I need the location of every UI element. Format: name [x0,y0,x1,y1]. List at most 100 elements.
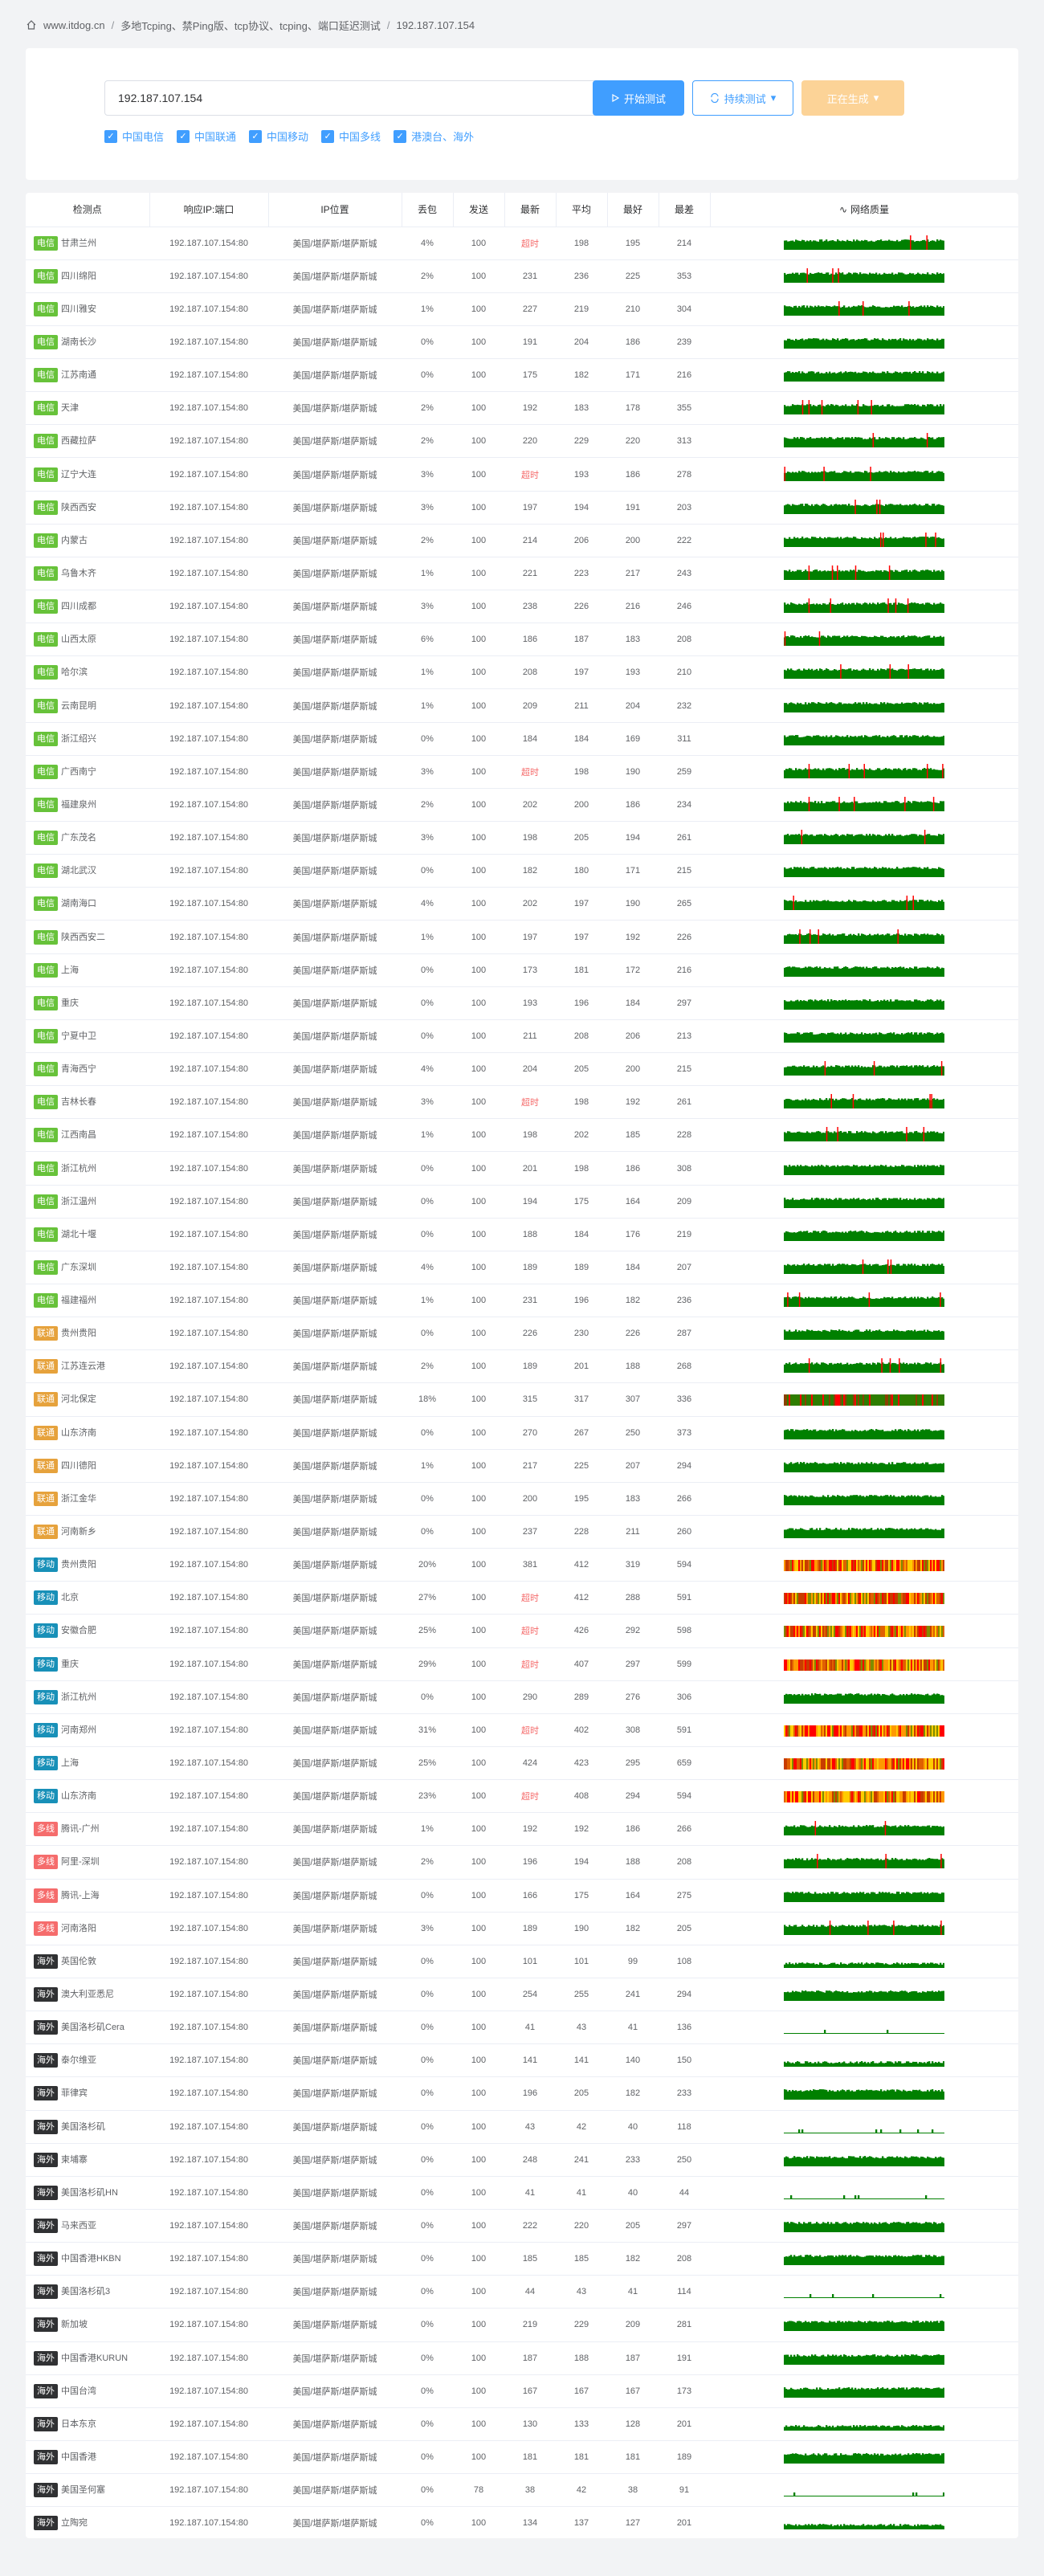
quality-sample-bar [840,1099,842,1109]
start-test-button[interactable]: 开始测试 [593,80,684,116]
packet-loss-marker [818,929,819,944]
network-quality-sparkline [784,532,944,547]
quality-sample-bar [893,869,895,878]
quality-sample-bar [858,1065,860,1076]
quality-sample-bar [818,271,820,283]
quality-sample-bar [899,1297,902,1308]
quality-sample-bar [882,669,884,680]
node-name: 四川德阳 [61,1460,96,1471]
filter-unicom[interactable]: ✓ 中国联通 [177,129,236,144]
quality-sample-bar [907,372,910,382]
quality-sample-bar [882,836,884,845]
quality-sample-bar [843,1429,846,1439]
quality-sample-bar [821,669,823,680]
quality-sample-bar [932,934,934,944]
checkbox-checked-icon[interactable]: ✓ [104,129,117,143]
quality-sample-bar [846,338,849,349]
quality-sample-bar [890,1464,892,1472]
table-row: 电信 陕西西安 192.187.107.154:80 美国/堪萨斯/堪萨斯城 3% 100… [26,491,1018,525]
checkbox-checked-icon[interactable]: ✓ [394,129,407,143]
quality-sample-bar [824,406,826,415]
checkbox-checked-icon[interactable]: ✓ [321,129,335,143]
quality-sample-bar [798,274,801,283]
ip-input[interactable]: 192.187.107.154 [104,80,614,116]
quality-sample-bar [846,1034,849,1043]
quality-sample-bar [835,901,838,911]
quality-sample-bar [834,1431,836,1439]
col-header-avg[interactable]: 平均 [556,193,608,227]
quality-sample-bar [811,1132,814,1142]
quality-sample-bar [907,635,910,647]
quality-sample-bar [917,1362,920,1374]
quality-sample-bar [813,338,815,349]
quality-sample-bar [909,835,911,845]
breadcrumb-item-tool[interactable]: 多地Tcping、禁Ping版、tcp协议、tcping、端口延迟测试 [120,19,381,32]
breadcrumb-item-home[interactable]: www.itdog.cn [43,18,105,31]
quality-sample-bar [920,835,923,845]
quality-sample-bar [805,1593,807,1605]
filter-overseas[interactable]: ✓ 港澳台、海外 [394,129,474,144]
filter-multiline[interactable]: ✓ 中国多线 [321,129,381,144]
filter-telecom[interactable]: ✓ 中国电信 [104,129,164,144]
col-header-ip[interactable]: 响应IP:端口 [149,193,269,227]
col-header-best[interactable]: 最好 [607,193,659,227]
quality-sample-bar [859,1560,862,1572]
quality-sample-bar [895,703,897,712]
quality-sample-bar [826,901,828,911]
quality-sample-bar [806,1394,809,1406]
node-name: 内蒙古 [61,535,88,545]
quality-sample-bar [861,1626,863,1638]
quality-sample-bar [932,703,934,712]
col-header-location[interactable]: IP位置 [268,193,402,227]
quality-sample-bar [808,635,810,647]
quality-sample-bar [916,900,918,911]
col-header-sent[interactable]: 发送 [453,193,505,227]
quality-sample-bar [834,571,836,580]
quality-sample-bar [875,1099,878,1109]
col-header-worst[interactable]: 最差 [659,193,711,227]
quality-sample-bar [930,1464,932,1472]
checkbox-checked-icon[interactable]: ✓ [177,129,190,143]
quality-sample-bar [811,934,814,944]
quality-sample-bar [871,1166,873,1175]
quality-sample-bar [893,1363,895,1374]
quality-sample-bar [834,1560,836,1572]
quality-sample-bar [891,1001,894,1010]
quality-sample-bar [830,504,833,514]
quality-sample-bar [938,1033,940,1043]
quality-sample-bar [928,1331,931,1341]
filter-mobile[interactable]: ✓ 中国移动 [249,129,308,144]
node-name: 湖北武汉 [61,866,96,876]
quality-sample-bar [826,472,828,481]
quality-sample-bar [943,902,944,911]
filter-label: 中国多线 [339,131,381,143]
results-table-card: 检测点 响应IP:端口 IP位置 丢包 发送 最新 平均 最好 最差 ∿ 网络质量… [26,193,1018,2538]
quality-sample-bar [840,1264,842,1274]
col-header-node[interactable]: 检测点 [26,193,150,227]
quality-sample-bar [922,239,924,250]
quality-sample-bar [903,570,905,580]
quality-sample-bar [877,1560,879,1572]
quality-sample-bar [854,272,857,283]
col-header-loss[interactable]: 丢包 [402,193,454,227]
quality-sample-bar [924,1133,926,1142]
quality-sample-bar [803,1593,805,1605]
quality-sample-bar [846,372,849,382]
quality-sample-bar [851,404,854,415]
quality-sample-bar [797,1560,799,1572]
cell-ip: 192.187.107.154:80 [149,655,268,690]
cell-latest: 超时 [504,1085,556,1120]
quality-sample-bar [834,835,836,845]
quality-sample-bar [805,670,807,680]
quality-sample-bar [940,537,942,547]
quality-sample-bar [883,307,886,316]
col-header-quality[interactable]: ∿ 网络质量 [710,193,1018,227]
quality-sample-bar [919,471,921,481]
col-header-latest[interactable]: 最新 [504,193,557,227]
quality-sample-bar [917,1034,920,1043]
quality-sample-bar [927,338,929,349]
checkbox-checked-icon[interactable]: ✓ [249,129,263,143]
quality-sample-bar [826,1034,828,1043]
generating-button[interactable]: 正在生成 ▾ [801,80,904,116]
continuous-test-button[interactable]: 持续测试 ▾ [692,80,793,116]
